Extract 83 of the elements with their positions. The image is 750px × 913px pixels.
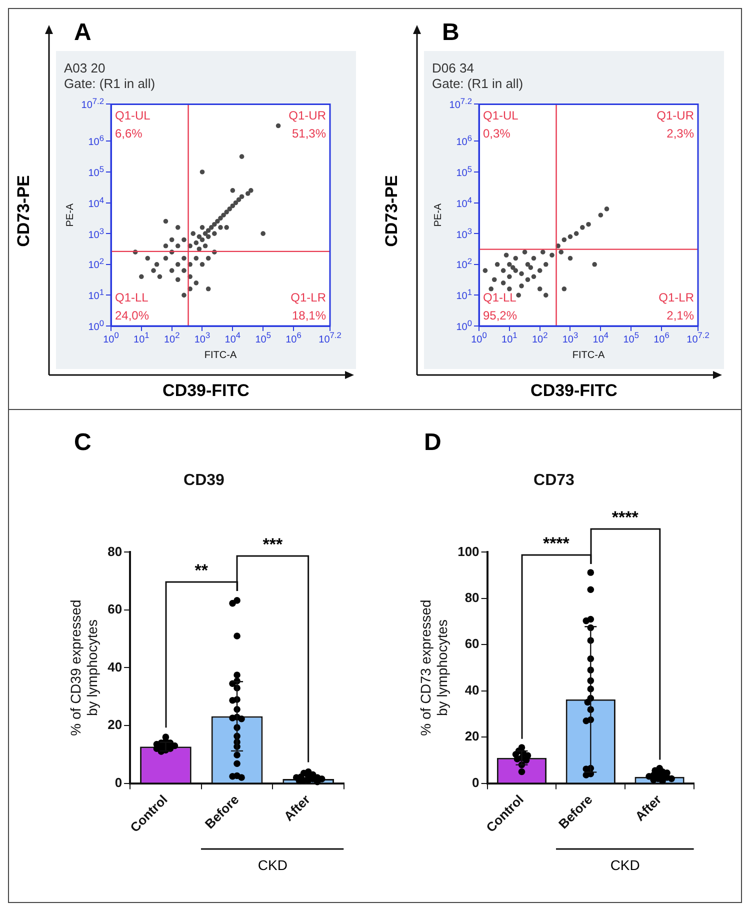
y-tick-label: 10$^{0}$ (456, 318, 472, 334)
x-tick-label: 10$^{5}$ (623, 330, 639, 346)
x-tick-label: 10$^{2}$ (164, 330, 180, 346)
annotation: Q1-LL (483, 290, 517, 304)
y-tick-label: 10$^{7.2}$ (81, 96, 104, 112)
text: B (442, 19, 460, 47)
x-tick-label: 10$^{1}$ (502, 330, 518, 346)
y-tick-label: 20 (108, 717, 122, 732)
annotation: Q1-UL (115, 108, 151, 123)
text: **** (612, 508, 638, 527)
y-tick-label: 10$^{6}$ (456, 132, 472, 148)
annotation: Q1-LR (290, 290, 326, 304)
x-tick-label: 10$^{6}$ (286, 330, 302, 346)
chart-title: CD39 (184, 472, 225, 490)
x-tick-label: 10$^{6}$ (654, 330, 670, 346)
text: CD39-FITC (530, 381, 618, 401)
y-tick-label: 10$^{7.2}$ (449, 96, 472, 112)
annotation: 51,3% (292, 126, 326, 141)
y-axis-title: % of CD73 expressed by lymphocytes (417, 600, 450, 736)
annotation: 18,1% (292, 308, 326, 322)
annotation: 24,0% (115, 308, 150, 322)
annotation: Q1-UR (288, 108, 326, 123)
y-tick-label: 10$^{1}$ (456, 287, 472, 302)
y-tick-label: 0 (472, 774, 480, 790)
text: CD73-PE (382, 174, 402, 249)
annotation: Q1-UR (656, 108, 694, 123)
y-axis-title: PE-A (64, 203, 76, 227)
y-tick-label: 100 (458, 544, 480, 559)
chart-title: A03 20 (64, 60, 106, 76)
annotation: *** (262, 535, 283, 554)
x-tick-label: 10$^{4}$ (224, 330, 241, 346)
y-tick-label: 10$^{2}$ (88, 256, 104, 272)
text: A (74, 19, 92, 47)
y-tick-label: 60 (464, 636, 480, 652)
x-axis-title: FITC-A (572, 350, 605, 361)
x-tick-label: 10$^{3}$ (562, 330, 578, 346)
chart-title: CD73 (534, 472, 575, 490)
x-tick-label: 10$^{7.2}$ (686, 330, 710, 346)
x-tick-label: 10$^{1}$ (134, 330, 150, 346)
annotation: **** (542, 534, 570, 553)
annotation: 95,2% (483, 308, 518, 322)
text: CKD (610, 857, 640, 873)
x-tick-label: 10$^{3}$ (194, 330, 210, 346)
y-tick-label: 10$^{1}$ (88, 287, 104, 302)
annotation: 0,3% (483, 126, 511, 141)
x-axis-title: FITC-A (204, 350, 237, 361)
text: CKD (258, 857, 288, 873)
annotation: 2,3% (666, 126, 694, 141)
text: D (424, 429, 442, 457)
chart-subtitle: Gate: (R1 in all) (64, 76, 156, 91)
y-tick-label: 80 (464, 590, 480, 605)
x-tick-label: 10$^{7.2}$ (318, 330, 342, 346)
text: C (74, 429, 92, 457)
y-tick-label: 60 (108, 602, 122, 617)
y-tick-label: 40 (108, 659, 122, 674)
y-tick-label: 10$^{0}$ (88, 318, 104, 334)
y-axis-title: PE-A (432, 203, 444, 227)
y-tick-label: 80 (108, 544, 122, 559)
text: CD73-PE (14, 174, 34, 249)
y-tick-label: 10$^{4}$ (88, 194, 104, 210)
text: CD39-FITC (162, 381, 250, 401)
y-tick-label: 10$^{5}$ (456, 164, 472, 180)
annotation: Q1-UL (483, 108, 519, 123)
y-tick-label: 10$^{6}$ (88, 132, 104, 148)
y-tick-label: 0 (114, 774, 122, 790)
annotation: Q1-LR (658, 290, 694, 304)
y-tick-label: 10$^{3}$ (456, 225, 472, 241)
y-tick-label: 10$^{5}$ (88, 164, 104, 180)
y-axis-title: % of CD39 expressed by lymphocytes (67, 600, 100, 736)
y-tick-label: 40 (464, 682, 480, 698)
annotation: 6,6% (115, 126, 143, 141)
x-tick-label: 10$^{2}$ (532, 330, 548, 346)
y-tick-label: 10$^{4}$ (456, 194, 472, 210)
y-tick-label: 20 (464, 728, 480, 744)
y-tick-label: 10$^{2}$ (456, 256, 472, 272)
chart-subtitle: Gate: (R1 in all) (432, 76, 524, 91)
annotation: Q1-LL (115, 290, 149, 304)
x-tick-label: 10$^{5}$ (255, 330, 271, 346)
annotation: 2,1% (666, 308, 694, 322)
x-tick-label: 10$^{4}$ (592, 330, 609, 346)
y-tick-label: 10$^{3}$ (88, 225, 104, 241)
annotation: ** (194, 561, 208, 580)
chart-title: D06 34 (432, 60, 474, 76)
